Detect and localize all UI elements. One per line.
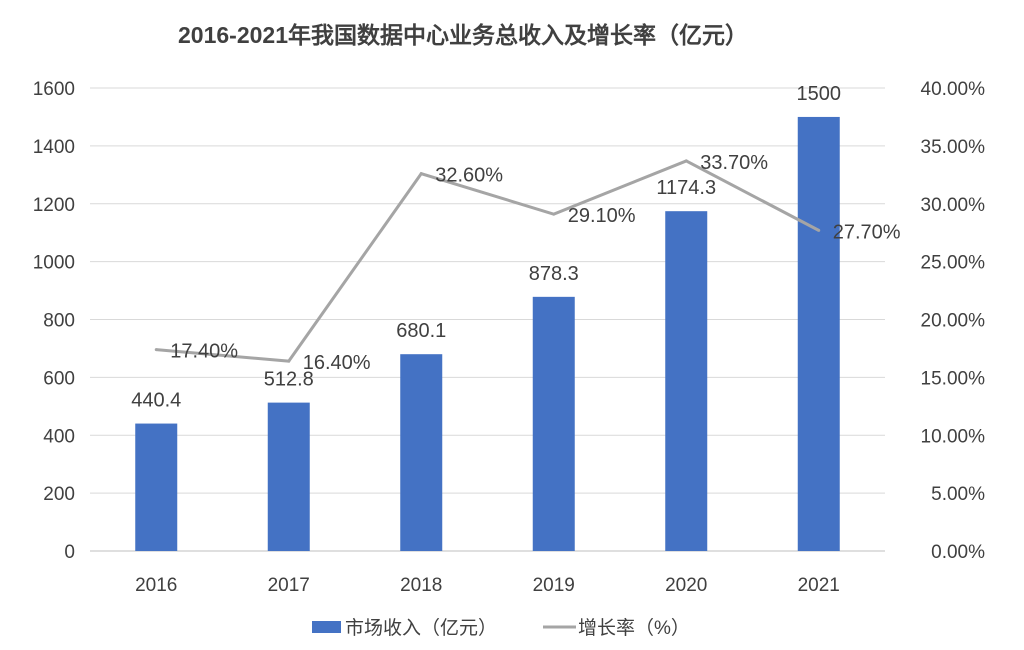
bar-data-label: 512.8	[264, 369, 314, 391]
y-right-tick-label: 30.00%	[921, 195, 986, 216]
legend-bar-swatch	[312, 621, 341, 633]
bar-data-label: 680.1	[396, 320, 446, 342]
y-left-tick-label: 200	[43, 484, 75, 505]
y-left-tick-label: 600	[43, 368, 75, 389]
legend-bar-label: 市场收入（亿元）	[345, 617, 497, 639]
line-data-label: 33.70%	[700, 152, 768, 174]
line-data-label: 16.40%	[303, 352, 371, 374]
y-left-tick-label: 0	[64, 542, 75, 563]
gridlines	[90, 87, 885, 552]
legend-line-label: 增长率（%）	[578, 617, 690, 639]
y-left-tick-label: 1000	[33, 253, 75, 274]
line-point	[552, 212, 556, 216]
bar-data-label: 1500	[797, 83, 842, 105]
y-left-tick-label: 1200	[33, 195, 75, 216]
line-data-label: 27.70%	[833, 221, 901, 243]
bar-data-label: 878.3	[529, 263, 579, 285]
bar-data-label: 1174.3	[656, 177, 716, 199]
legend: 市场收入（亿元） 增长率（%）	[312, 617, 690, 639]
bar	[135, 423, 178, 551]
line-data-label: 32.60%	[435, 165, 503, 187]
x-tick-label: 2021	[798, 575, 840, 596]
y-right-tick-label: 0.00%	[931, 542, 985, 563]
y-right-tick-label: 25.00%	[921, 253, 986, 274]
y-right-tick-label: 10.00%	[921, 426, 986, 447]
line-point	[817, 228, 821, 232]
y-right-tick-label: 40.00%	[921, 79, 986, 100]
line-point	[154, 348, 158, 352]
data-labels: 440.4 512.8 680.1 878.3 1174.3 1500 17.40% 16.4…	[131, 83, 901, 412]
line-point	[419, 172, 423, 176]
x-tick-label: 2020	[665, 575, 707, 596]
growth-line	[156, 159, 820, 363]
bar	[665, 211, 708, 551]
bar-data-label: 440.4	[131, 390, 181, 412]
bar	[797, 116, 840, 551]
bar	[400, 354, 443, 551]
line-data-label: 17.40%	[170, 341, 238, 363]
bar	[267, 402, 310, 551]
y-right-tick-label: 35.00%	[921, 137, 986, 158]
x-tick-label: 2017	[268, 575, 310, 596]
line-point	[287, 359, 291, 363]
y-left-tick-label: 1600	[33, 79, 75, 100]
axes: 0 200 400 600 800 1000 1200 1400 1600 0.00% 5.00% 1…	[33, 79, 985, 596]
x-tick-label: 2016	[135, 575, 177, 596]
y-left-tick-label: 800	[43, 311, 75, 332]
line-series	[154, 159, 821, 363]
x-tick-label: 2019	[533, 575, 575, 596]
y-left-tick-label: 1400	[33, 137, 75, 158]
line-point	[684, 159, 688, 163]
bar	[532, 296, 575, 551]
chart-title: 2016-2021年我国数据中心业务总收入及增长率（亿元）	[178, 22, 748, 48]
y-right-tick-label: 5.00%	[931, 484, 985, 505]
line-data-label: 29.10%	[568, 205, 636, 227]
y-right-tick-label: 20.00%	[921, 311, 986, 332]
y-left-tick-label: 400	[43, 426, 75, 447]
bar-series	[135, 116, 840, 551]
x-tick-label: 2018	[400, 575, 442, 596]
y-right-tick-label: 15.00%	[921, 368, 986, 389]
